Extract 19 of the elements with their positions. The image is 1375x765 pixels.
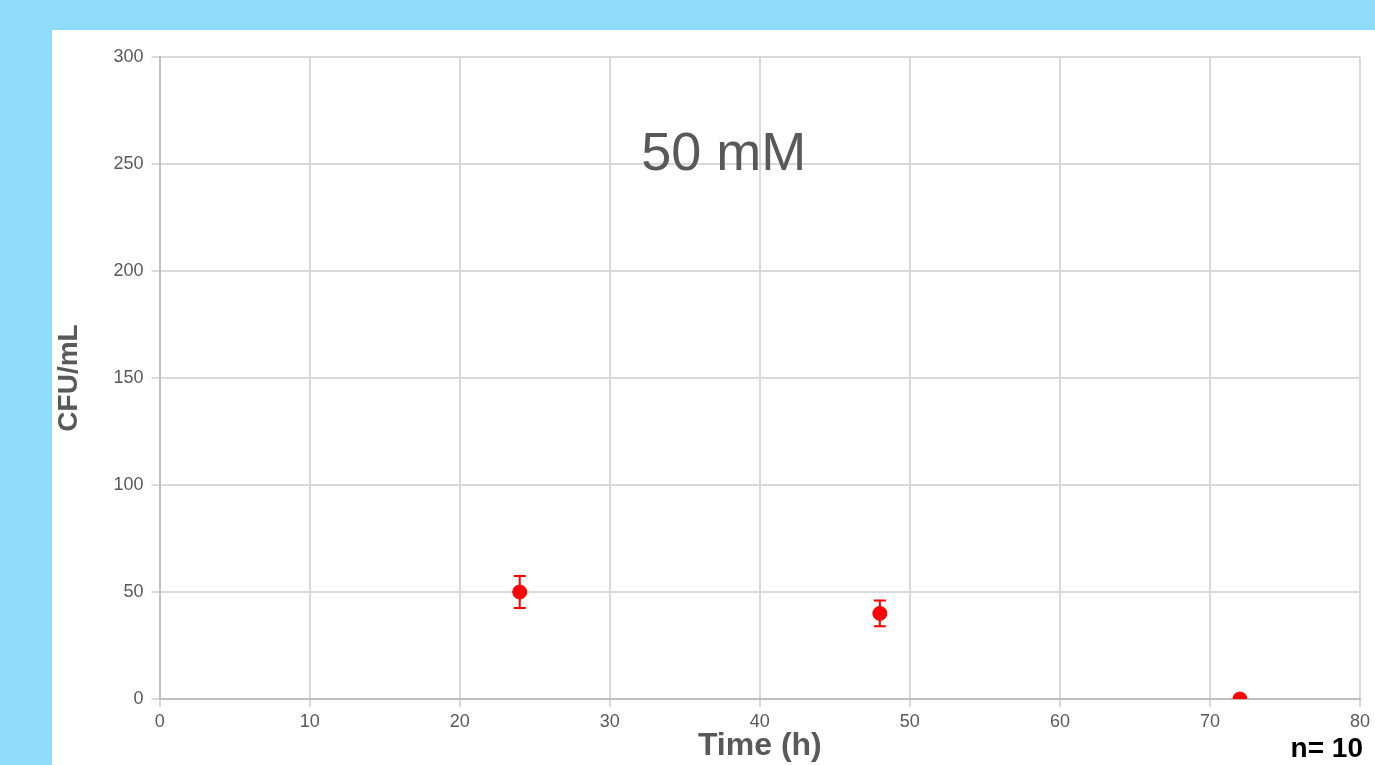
y-tick-label: 300 xyxy=(113,45,144,66)
x-tick-label: 30 xyxy=(599,710,620,731)
text: n= 10 xyxy=(1290,731,1363,763)
y-tick-label: 150 xyxy=(113,366,144,387)
x-tick-label: 40 xyxy=(749,710,770,731)
y-tick-label: 200 xyxy=(113,259,144,280)
x-tick-label: 20 xyxy=(449,710,470,731)
x-tick-label: 60 xyxy=(1049,710,1070,731)
x-tick-label: 0 xyxy=(154,710,165,731)
y-tick-label: 50 xyxy=(123,580,144,601)
x-tick-label: 80 xyxy=(1349,710,1371,731)
y-tick-label: 100 xyxy=(113,473,144,494)
text: 50 mM xyxy=(641,120,807,181)
x-tick-label: 50 xyxy=(899,710,920,731)
y-tick-label: 250 xyxy=(113,152,144,173)
y-tick-label: 0 xyxy=(133,687,144,708)
x-tick-label: 70 xyxy=(1199,710,1220,731)
y-axis-title: CFU/mL xyxy=(51,324,83,432)
x-tick-label: 10 xyxy=(299,710,320,731)
